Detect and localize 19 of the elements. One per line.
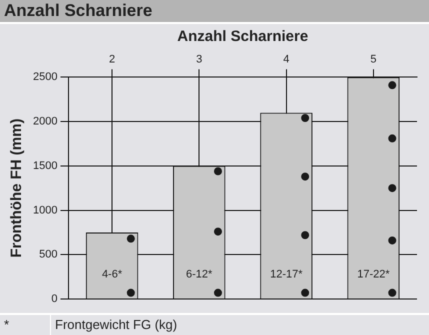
- y-tick-label: 0: [51, 293, 58, 306]
- text: *: [3, 316, 10, 334]
- data-label: 4-6*: [102, 268, 123, 281]
- y-tick-label: 500: [39, 248, 58, 261]
- y-tick-label: 1000: [32, 204, 58, 216]
- y-tick-label: 1500: [32, 160, 58, 172]
- data-label: 6-12*: [186, 268, 214, 281]
- x-tick-label: 5: [370, 54, 376, 66]
- y-tick-label: 2500: [32, 71, 58, 84]
- chart-title: Anzahl Scharniere: [0, 0, 429, 24]
- x-axis-title: Anzahl Scharniere: [177, 28, 308, 46]
- x-tick-label: 2: [108, 54, 116, 66]
- data-label: 17-22*: [357, 268, 390, 281]
- y-tick-label: 2000: [32, 116, 58, 128]
- x-tick-label: 4: [283, 54, 290, 66]
- text: Frontgewicht FG (kg): [50, 315, 178, 335]
- data-label: 12-17*: [270, 268, 304, 281]
- x-tick-label: 3: [196, 54, 202, 66]
- y-axis-title: Fronthöhe FH (mm): [8, 118, 26, 258]
